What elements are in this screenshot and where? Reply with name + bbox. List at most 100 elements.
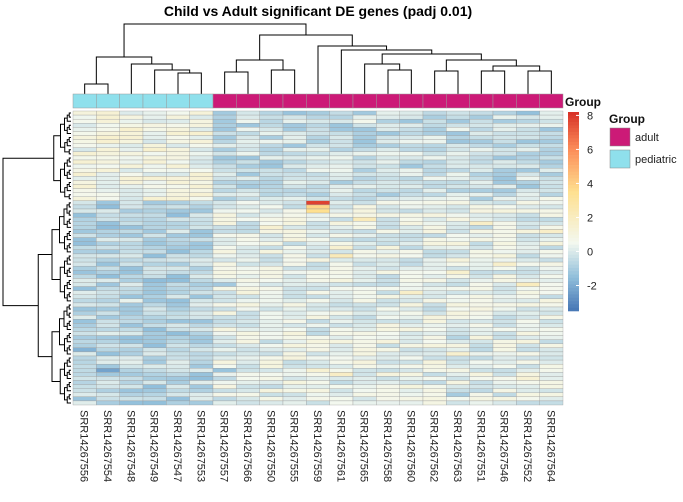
heatmap-cell	[119, 314, 144, 320]
heatmap-cell	[166, 200, 190, 206]
heatmap-cell	[142, 343, 167, 349]
heatmap-cell	[189, 343, 214, 349]
heatmap-cell	[189, 294, 214, 300]
colorbar-segment	[568, 224, 579, 229]
dendrogram-link	[68, 255, 71, 261]
heatmap-cell	[282, 123, 307, 128]
heatmap-cell	[119, 380, 144, 385]
heatmap-cell	[446, 384, 470, 389]
heatmap-cell	[189, 114, 214, 120]
colorbar-segment	[568, 145, 579, 149]
heatmap-cell	[539, 135, 564, 140]
heatmap-cell	[72, 384, 97, 389]
heatmap-cell	[142, 257, 167, 263]
heatmap-cell	[492, 204, 517, 210]
heatmap-cell	[306, 286, 330, 291]
heatmap-cell	[492, 123, 517, 128]
heatmap-cell	[306, 359, 330, 365]
heatmap-cell	[119, 368, 144, 373]
dendrogram-link	[95, 56, 153, 84]
heatmap-cell	[166, 368, 190, 373]
heatmap-cell	[306, 180, 330, 185]
heatmap-cell	[399, 331, 424, 336]
heatmap-cell	[492, 110, 517, 116]
heatmap-cell	[96, 221, 120, 226]
heatmap-cell	[212, 237, 237, 242]
heatmap-cell	[72, 204, 97, 210]
heatmap-cell	[352, 265, 377, 271]
heatmap-cell	[469, 343, 494, 349]
heatmap-cell	[166, 188, 190, 193]
heatmap-cell	[492, 241, 517, 246]
heatmap-cell	[189, 249, 214, 255]
heatmap-cell	[492, 343, 517, 349]
heatmap-cell	[399, 257, 424, 263]
heatmap-cell	[352, 302, 377, 308]
heatmap-cell	[96, 294, 120, 300]
heatmap-cell	[259, 204, 284, 210]
heatmap-cell	[352, 257, 377, 263]
heatmap-cell	[539, 310, 564, 316]
heatmap-cell	[142, 188, 167, 193]
heatmap-cell	[422, 184, 447, 189]
heatmap-cell	[259, 225, 284, 230]
heatmap-cell	[422, 212, 447, 218]
heatmap-cell	[259, 388, 284, 393]
heatmap-cell	[376, 388, 400, 393]
heatmap-cell	[539, 225, 564, 230]
heatmap-cell	[72, 118, 97, 124]
heatmap-cell	[446, 188, 470, 193]
heatmap-cell	[516, 196, 540, 202]
colorbar-segment	[568, 151, 579, 156]
heatmap-cell	[469, 225, 494, 230]
annotation-cell-pediatric	[166, 93, 190, 109]
heatmap-cell	[72, 363, 97, 369]
heatmap-cell	[72, 184, 97, 189]
heatmap-cell	[492, 355, 517, 361]
heatmap-cell	[282, 265, 307, 271]
heatmap-cell	[376, 347, 400, 353]
heatmap-cell	[329, 118, 354, 124]
heatmap-cell	[142, 384, 167, 389]
heatmap-cell	[72, 302, 97, 308]
heatmap-cell	[539, 139, 564, 144]
heatmap-cell	[306, 200, 330, 206]
heatmap-cell	[446, 225, 470, 230]
heatmap-cell	[352, 384, 377, 389]
heatmap-cell	[96, 118, 120, 124]
heatmap-cell	[119, 139, 144, 144]
heatmap-cell	[189, 225, 214, 230]
heatmap-cell	[422, 114, 447, 120]
heatmap-cell	[422, 392, 447, 398]
heatmap-cell	[399, 192, 424, 197]
heatmap-cell	[72, 257, 97, 263]
heatmap-cell	[119, 327, 144, 332]
heatmap-cell	[376, 335, 400, 340]
heatmap-cell	[282, 368, 307, 373]
heatmap-cell	[352, 270, 377, 275]
heatmap-cell	[539, 347, 564, 353]
heatmap-cell	[446, 167, 470, 173]
heatmap-cell	[422, 261, 447, 267]
heatmap-cell	[189, 118, 214, 124]
heatmap-cell	[352, 392, 377, 398]
heatmap-cell	[96, 204, 120, 210]
heatmap-cell	[539, 265, 564, 271]
heatmap-cell	[212, 139, 237, 144]
heatmap-cell	[422, 355, 447, 361]
heatmap-cell	[282, 221, 307, 226]
dendrogram-link	[68, 394, 71, 400]
heatmap-cell	[142, 253, 167, 259]
heatmap-cell	[259, 118, 284, 124]
dendrogram-link	[84, 83, 109, 94]
heatmap-cell	[539, 339, 564, 344]
heatmap-cell	[539, 302, 564, 308]
heatmap-cell	[189, 310, 214, 316]
heatmap-cell	[282, 355, 307, 361]
column-label: SRR14267565	[358, 410, 370, 482]
heatmap-cell	[259, 384, 284, 389]
heatmap-cell	[469, 310, 494, 316]
heatmap-cell	[282, 347, 307, 353]
heatmap-cell	[189, 270, 214, 275]
